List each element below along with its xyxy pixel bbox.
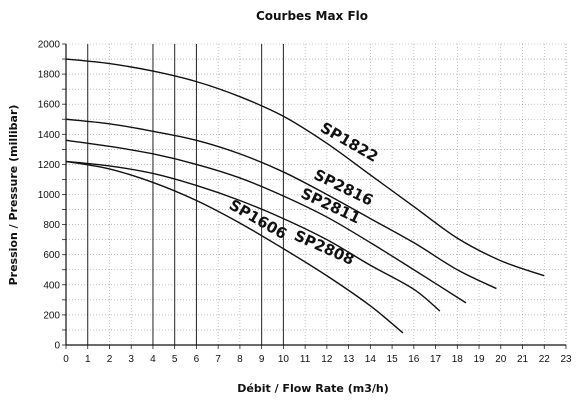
y-tick-label: 1000 bbox=[38, 190, 61, 201]
y-axis-label: Pression / Pressure (millibar) bbox=[7, 105, 20, 286]
x-tick-label: 0 bbox=[63, 354, 69, 365]
x-tick-label: 8 bbox=[237, 354, 243, 365]
series-line-sp2811 bbox=[65, 139, 467, 304]
x-tick-label: 23 bbox=[560, 354, 572, 365]
y-tick-label: 0 bbox=[54, 341, 60, 352]
y-tick-label: 1600 bbox=[38, 100, 61, 111]
series-line-sp2808 bbox=[65, 160, 441, 312]
y-tick-label: 2000 bbox=[38, 40, 61, 51]
x-tick-label: 17 bbox=[430, 354, 442, 365]
x-tick-label: 1 bbox=[85, 354, 91, 365]
x-tick-label: 15 bbox=[387, 354, 399, 365]
x-tick-label: 7 bbox=[215, 354, 221, 365]
x-tick-label: 4 bbox=[150, 354, 156, 365]
series-label-sp2808: SP2808 bbox=[292, 227, 357, 269]
x-tick-label: 18 bbox=[452, 354, 464, 365]
x-tick-label: 11 bbox=[300, 354, 311, 365]
series-label-sp1606: SP1606 bbox=[226, 196, 290, 243]
y-tick-label: 1200 bbox=[38, 160, 61, 171]
x-tick-label: 21 bbox=[517, 354, 529, 365]
y-tick-label: 600 bbox=[43, 250, 60, 261]
series-layer bbox=[65, 58, 545, 334]
x-tick-label: 19 bbox=[473, 354, 485, 365]
x-tick-label: 3 bbox=[128, 354, 134, 365]
x-tick-label: 20 bbox=[495, 354, 507, 365]
x-tick-label: 6 bbox=[194, 354, 200, 365]
series-line-sp1822 bbox=[65, 58, 545, 277]
x-tick-label: 2 bbox=[107, 354, 113, 365]
series-line-sp1606 bbox=[65, 160, 404, 334]
x-tick-label: 16 bbox=[408, 354, 420, 365]
x-tick-label: 12 bbox=[321, 354, 333, 365]
y-tick-label: 1800 bbox=[38, 70, 61, 81]
y-tick-label: 800 bbox=[43, 220, 60, 231]
x-tick-label: 10 bbox=[278, 354, 290, 365]
chart-title: Courbes Max Flo bbox=[256, 9, 368, 23]
y-tick-label: 1400 bbox=[38, 130, 61, 141]
x-tick-label: 13 bbox=[343, 354, 355, 365]
x-tick-label: 9 bbox=[259, 354, 265, 365]
y-tick-label: 400 bbox=[43, 280, 60, 291]
x-tick-label: 22 bbox=[539, 354, 551, 365]
grid-layer bbox=[62, 43, 567, 349]
x-tick-label: 14 bbox=[365, 354, 377, 365]
x-axis-label: Débit / Flow Rate (m3/h) bbox=[237, 382, 388, 395]
x-tick-label: 5 bbox=[172, 354, 178, 365]
series-line-sp2816 bbox=[65, 118, 497, 290]
y-tick-label: 200 bbox=[43, 310, 60, 321]
